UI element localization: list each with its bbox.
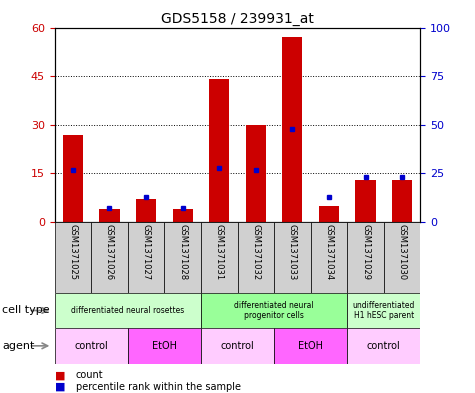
Text: EtOH: EtOH <box>298 341 323 351</box>
Bar <box>347 293 420 328</box>
Bar <box>274 328 347 364</box>
Bar <box>201 293 347 328</box>
Bar <box>55 328 128 364</box>
Bar <box>55 293 201 328</box>
Text: GSM1371031: GSM1371031 <box>215 224 224 280</box>
Text: GSM1371025: GSM1371025 <box>68 224 77 280</box>
Title: GDS5158 / 239931_at: GDS5158 / 239931_at <box>161 13 314 26</box>
Bar <box>238 222 274 293</box>
Bar <box>55 222 91 293</box>
Bar <box>209 79 229 222</box>
Bar <box>201 328 274 364</box>
Bar <box>63 134 83 222</box>
Text: GSM1371026: GSM1371026 <box>105 224 114 280</box>
Bar <box>347 222 384 293</box>
Bar <box>319 206 339 222</box>
Text: differentiated neural rosettes: differentiated neural rosettes <box>71 306 184 315</box>
Text: EtOH: EtOH <box>152 341 177 351</box>
Text: GSM1371030: GSM1371030 <box>398 224 407 280</box>
Text: control: control <box>220 341 255 351</box>
Text: control: control <box>74 341 108 351</box>
Text: GSM1371034: GSM1371034 <box>324 224 333 280</box>
Bar <box>274 222 311 293</box>
Text: GSM1371033: GSM1371033 <box>288 224 297 281</box>
Text: GSM1371027: GSM1371027 <box>142 224 151 280</box>
Text: GSM1371028: GSM1371028 <box>178 224 187 280</box>
Bar <box>311 222 347 293</box>
Bar <box>164 222 201 293</box>
Bar <box>91 222 128 293</box>
Text: count: count <box>76 370 104 380</box>
Text: differentiated neural
progenitor cells: differentiated neural progenitor cells <box>234 301 314 320</box>
Text: percentile rank within the sample: percentile rank within the sample <box>76 382 241 392</box>
Bar <box>384 222 420 293</box>
Text: ■: ■ <box>55 382 65 392</box>
Text: GSM1371032: GSM1371032 <box>251 224 260 280</box>
Bar <box>99 209 120 222</box>
Text: ■: ■ <box>55 370 65 380</box>
Bar <box>128 328 201 364</box>
Text: agent: agent <box>2 341 35 351</box>
Text: control: control <box>367 341 401 351</box>
Bar <box>128 222 164 293</box>
Bar <box>201 222 238 293</box>
Bar <box>355 180 376 222</box>
Text: cell type: cell type <box>2 305 50 316</box>
Bar <box>392 180 412 222</box>
Bar <box>347 328 420 364</box>
Bar <box>282 37 303 222</box>
Text: undifferentiated
H1 hESC parent: undifferentiated H1 hESC parent <box>352 301 415 320</box>
Bar <box>246 125 266 222</box>
Bar <box>136 199 156 222</box>
Text: GSM1371029: GSM1371029 <box>361 224 370 280</box>
Bar <box>172 209 193 222</box>
